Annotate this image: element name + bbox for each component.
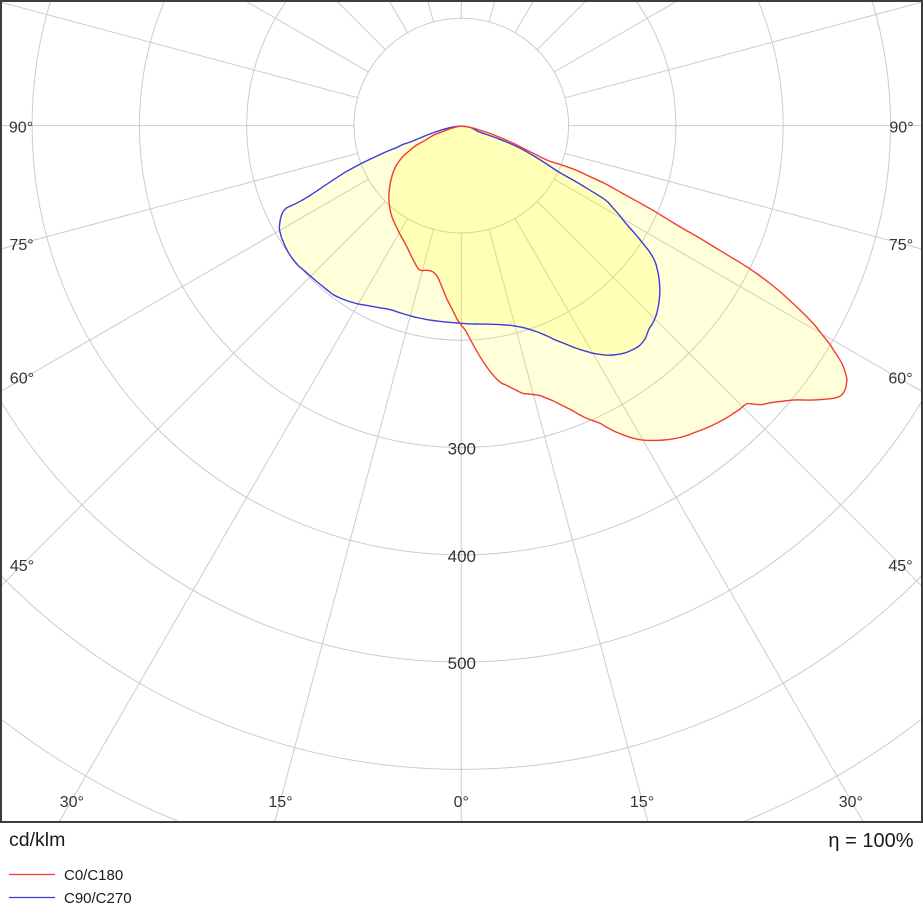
svg-text:60°: 60° — [888, 371, 912, 388]
svg-text:30°: 30° — [60, 794, 84, 811]
svg-text:45°: 45° — [888, 558, 912, 575]
svg-text:400: 400 — [448, 547, 476, 566]
svg-text:90°: 90° — [889, 120, 913, 137]
svg-text:C0/C180: C0/C180 — [64, 867, 123, 884]
svg-text:60°: 60° — [10, 371, 34, 388]
svg-text:500: 500 — [448, 654, 476, 673]
svg-text:0°: 0° — [454, 794, 469, 811]
svg-text:C90/C270: C90/C270 — [64, 890, 132, 907]
svg-text:75°: 75° — [889, 237, 913, 254]
svg-text:300: 300 — [448, 440, 476, 459]
svg-text:15°: 15° — [268, 794, 292, 811]
svg-text:cd/klm: cd/klm — [9, 829, 65, 851]
svg-text:15°: 15° — [630, 794, 654, 811]
svg-text:45°: 45° — [10, 558, 34, 575]
svg-text:η = 100%: η = 100% — [828, 830, 913, 852]
svg-text:75°: 75° — [9, 237, 33, 254]
svg-text:30°: 30° — [839, 794, 863, 811]
svg-text:90°: 90° — [9, 120, 33, 137]
